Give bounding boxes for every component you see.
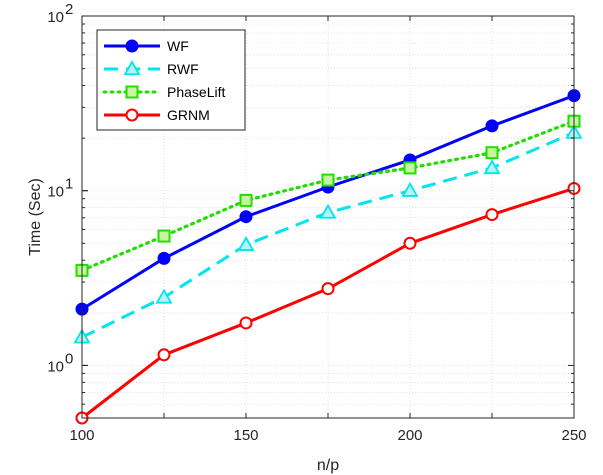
legend-label: GRNM: [167, 107, 210, 123]
series-layer: [73, 89, 583, 425]
x-axis-label: n/p: [317, 457, 339, 474]
legend-item: WF: [104, 38, 189, 54]
legend-item: PhaseLift: [102, 84, 225, 100]
legend: WF RWF PhaseLift GRNM: [96, 29, 246, 131]
y-tick-label: 10: [47, 358, 64, 375]
data-point: [157, 348, 171, 362]
legend-label: RWF: [167, 61, 199, 77]
data-point: [403, 161, 417, 175]
x-tick-labels: 100 150 200 250: [69, 427, 586, 444]
y-tick-exponent: 1: [65, 176, 73, 193]
x-tick-label: 250: [561, 427, 586, 444]
data-point: [485, 146, 499, 160]
data-point: [155, 288, 173, 304]
series-wf: [75, 89, 581, 316]
axis-ticks: [81, 15, 575, 419]
legend-label: PhaseLift: [167, 84, 225, 100]
data-point: [237, 236, 255, 251]
y-tick-exponent: 2: [65, 1, 73, 18]
series-rwf: [73, 123, 583, 344]
data-point: [401, 181, 419, 197]
data-point: [239, 193, 253, 207]
y-tick-label: 10: [47, 184, 64, 201]
data-point: [483, 159, 501, 175]
data-point: [157, 251, 171, 265]
x-tick-label: 200: [397, 427, 422, 444]
y-axis-label: Time (Sec): [27, 178, 44, 256]
legend-label: WF: [167, 38, 189, 54]
data-point: [321, 173, 335, 187]
data-point: [125, 39, 139, 53]
x-tick-label: 100: [69, 427, 94, 444]
data-point: [239, 316, 253, 330]
x-tick-label: 150: [233, 427, 258, 444]
data-point: [485, 208, 499, 222]
data-point: [125, 85, 139, 99]
data-point: [239, 210, 253, 224]
legend-item: GRNM: [104, 107, 210, 123]
data-point: [403, 236, 417, 250]
data-point: [125, 108, 139, 122]
data-point: [321, 282, 335, 296]
y-tick-label: 10: [47, 9, 64, 26]
data-point: [157, 229, 171, 243]
data-point: [123, 60, 141, 76]
data-point: [319, 203, 337, 219]
y-tick-exponent: 0: [65, 350, 73, 367]
data-point: [485, 119, 499, 133]
legend-item: RWF: [104, 60, 199, 77]
